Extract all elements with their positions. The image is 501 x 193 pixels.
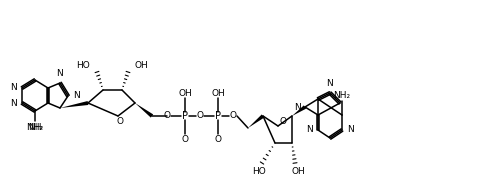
Text: O: O xyxy=(116,117,123,125)
Polygon shape xyxy=(135,103,153,118)
Text: N: N xyxy=(57,69,63,78)
Text: NH: NH xyxy=(28,123,42,131)
Text: ₂: ₂ xyxy=(40,124,43,130)
Text: N: N xyxy=(306,125,313,135)
Polygon shape xyxy=(60,101,88,108)
Text: N: N xyxy=(346,125,353,135)
Polygon shape xyxy=(292,105,306,116)
Text: P: P xyxy=(182,111,188,121)
Text: P: P xyxy=(214,111,220,121)
Text: OH: OH xyxy=(291,167,304,175)
Text: N: N xyxy=(294,102,301,112)
Text: OH: OH xyxy=(178,89,191,97)
Text: O: O xyxy=(196,112,203,120)
Text: N: N xyxy=(326,79,333,88)
Text: O: O xyxy=(279,117,286,125)
Text: N: N xyxy=(73,91,80,101)
Text: N: N xyxy=(10,98,17,108)
Text: OH: OH xyxy=(135,62,148,70)
Text: O: O xyxy=(229,112,236,120)
Polygon shape xyxy=(247,114,264,128)
Text: NH₂: NH₂ xyxy=(333,91,350,100)
Text: O: O xyxy=(181,135,188,144)
Text: O: O xyxy=(163,112,170,120)
Text: O: O xyxy=(214,135,221,144)
Text: HO: HO xyxy=(252,167,266,175)
Text: NH₂: NH₂ xyxy=(27,123,44,131)
Text: N: N xyxy=(10,84,17,92)
Text: HO: HO xyxy=(76,62,90,70)
Text: OH: OH xyxy=(211,89,224,97)
